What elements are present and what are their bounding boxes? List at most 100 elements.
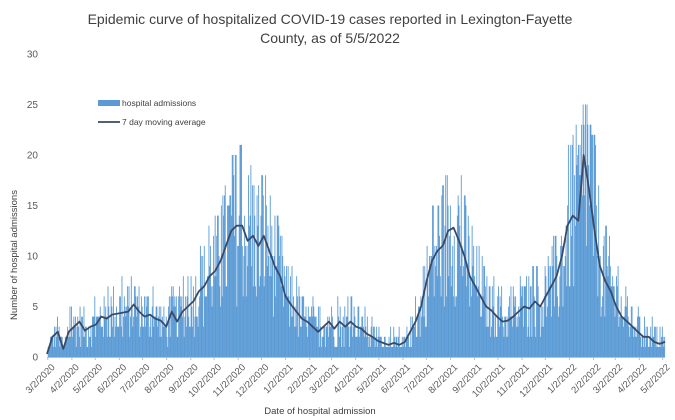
admission-bar bbox=[381, 346, 383, 357]
moving-average-line bbox=[46, 154, 666, 355]
admission-bar bbox=[303, 296, 305, 357]
admission-bar bbox=[301, 296, 303, 357]
admission-bar bbox=[156, 306, 158, 357]
admission-bar bbox=[419, 336, 421, 357]
admission-bar bbox=[387, 346, 388, 357]
admission-bar bbox=[138, 286, 140, 357]
admission-bar bbox=[663, 346, 665, 357]
admission-bar bbox=[579, 144, 581, 357]
admission-bar bbox=[440, 296, 442, 357]
admission-bar bbox=[279, 235, 281, 357]
admission-bar bbox=[186, 296, 188, 357]
admission-bar bbox=[233, 175, 235, 357]
admission-bar bbox=[224, 185, 226, 357]
admission-bar bbox=[100, 326, 102, 357]
admission-bar bbox=[456, 215, 458, 357]
admission-bar bbox=[532, 266, 534, 357]
admission-bar bbox=[270, 276, 272, 357]
admission-bar bbox=[276, 266, 277, 357]
admission-bar bbox=[342, 316, 344, 357]
admission-bar bbox=[240, 144, 242, 357]
admission-bar bbox=[168, 296, 170, 357]
admission-bar bbox=[55, 326, 57, 357]
admission-bar bbox=[332, 326, 334, 357]
admission-bar bbox=[399, 346, 401, 357]
admission-bar bbox=[520, 286, 522, 357]
admission-bar bbox=[447, 205, 449, 357]
admission-bar bbox=[50, 336, 52, 357]
admission-bar bbox=[653, 336, 655, 357]
admission-bar bbox=[384, 336, 386, 357]
admission-bar bbox=[485, 326, 487, 357]
admission-bar bbox=[574, 175, 576, 357]
admission-bar bbox=[587, 124, 589, 357]
admission-bar bbox=[490, 336, 492, 357]
admission-bar bbox=[474, 286, 476, 357]
admission-bar bbox=[380, 336, 382, 357]
admission-bar bbox=[122, 336, 124, 357]
admission-bar bbox=[421, 296, 423, 357]
admission-bar bbox=[292, 316, 294, 357]
admission-bar bbox=[439, 276, 441, 357]
admission-bar bbox=[435, 245, 437, 357]
admission-bar bbox=[297, 336, 299, 357]
admission-bar bbox=[344, 306, 346, 357]
admission-bar bbox=[446, 175, 448, 357]
admission-bar bbox=[602, 296, 604, 357]
admission-bar bbox=[508, 306, 510, 357]
admission-bar bbox=[289, 326, 291, 357]
admission-bar bbox=[366, 316, 368, 357]
admission-bar bbox=[140, 326, 142, 357]
admission-bar bbox=[478, 245, 480, 357]
admission-bar bbox=[77, 316, 79, 357]
admission-bar bbox=[185, 296, 187, 357]
admission-bar bbox=[595, 144, 597, 357]
admission-bar bbox=[116, 326, 118, 357]
admission-bar bbox=[142, 326, 144, 357]
admission-bar bbox=[434, 245, 436, 357]
admission-bar bbox=[199, 245, 201, 357]
admission-bar bbox=[359, 326, 361, 357]
admission-bar bbox=[300, 326, 301, 357]
admission-bar bbox=[324, 346, 326, 357]
admission-bar bbox=[373, 326, 374, 357]
admission-bar bbox=[479, 296, 481, 357]
admission-bar bbox=[144, 296, 145, 357]
admission-bar bbox=[313, 306, 315, 357]
admission-bar bbox=[647, 326, 649, 357]
admission-bar bbox=[362, 316, 364, 357]
admission-bar bbox=[401, 346, 402, 357]
admission-bar bbox=[629, 336, 631, 357]
admission-bar bbox=[243, 256, 245, 357]
admission-bar bbox=[620, 296, 622, 357]
admission-bar bbox=[211, 306, 213, 357]
admission-bar bbox=[586, 104, 588, 357]
admission-bar bbox=[350, 296, 352, 357]
admission-bar bbox=[229, 195, 231, 357]
admission-bar bbox=[591, 134, 593, 357]
admission-bar bbox=[418, 306, 420, 357]
admission-bar bbox=[50, 336, 52, 357]
admission-bar bbox=[397, 346, 399, 357]
admission-bar bbox=[583, 124, 585, 357]
admission-bar bbox=[563, 266, 565, 357]
admission-bar bbox=[326, 326, 328, 357]
admission-bar bbox=[85, 326, 86, 357]
admission-bar bbox=[191, 306, 193, 357]
admission-bar bbox=[644, 346, 646, 357]
admission-bar bbox=[635, 326, 637, 357]
admission-bar bbox=[464, 195, 466, 357]
admission-bar bbox=[102, 326, 104, 357]
y-tick-label: 25 bbox=[27, 100, 39, 111]
admission-bar bbox=[83, 306, 85, 357]
admission-bar bbox=[505, 316, 506, 357]
admission-bar bbox=[96, 316, 98, 357]
admission-bar bbox=[624, 306, 626, 357]
admission-bar bbox=[241, 245, 243, 357]
admission-bar bbox=[305, 306, 307, 357]
admission-bar bbox=[333, 336, 335, 357]
admission-bar bbox=[546, 316, 548, 357]
admission-bar bbox=[525, 286, 527, 357]
admission-bar bbox=[54, 346, 56, 357]
admission-bar bbox=[351, 296, 353, 357]
